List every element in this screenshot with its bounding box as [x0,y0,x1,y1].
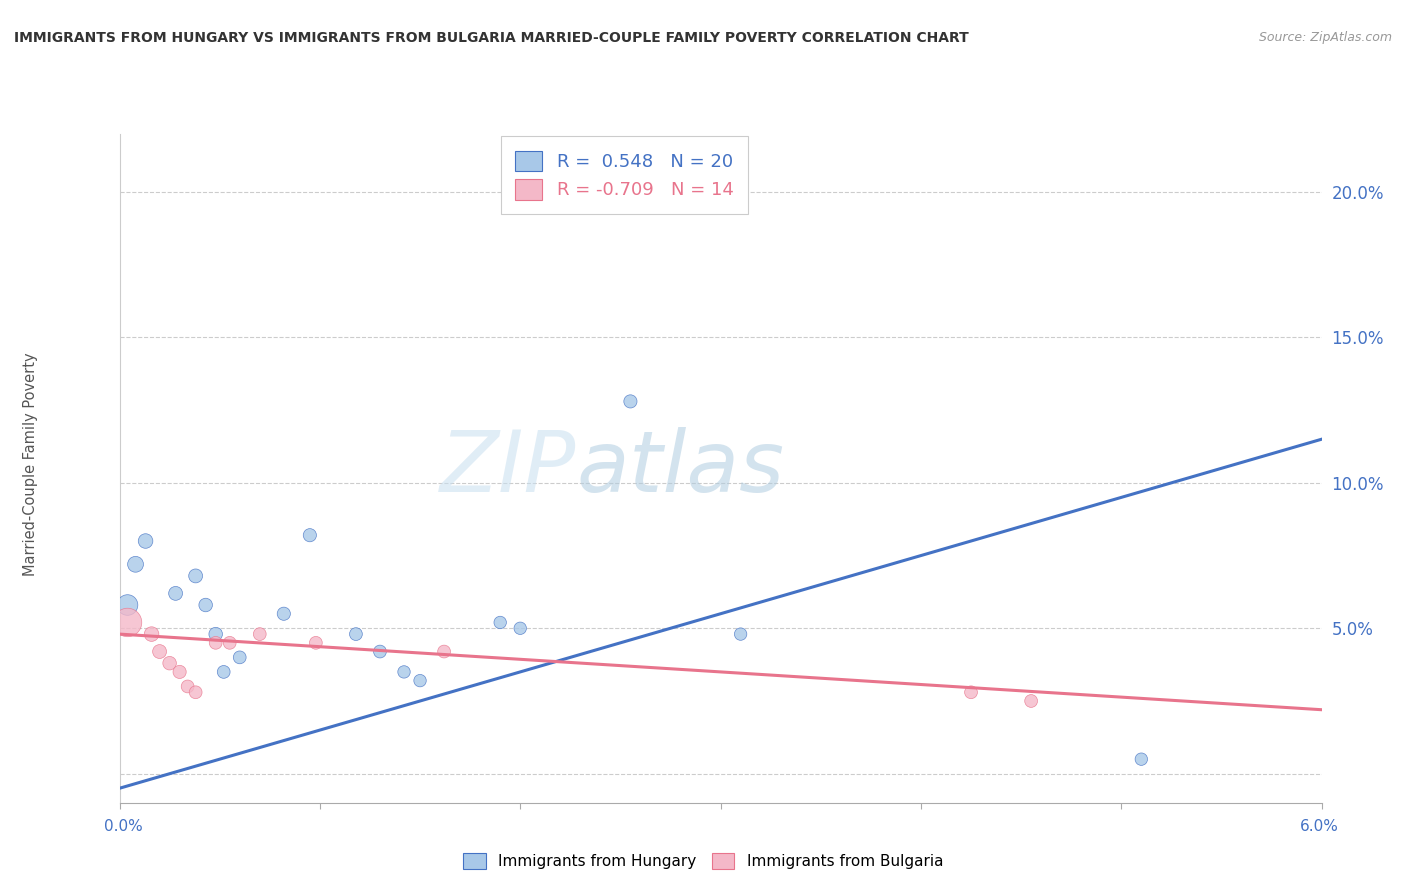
Point [141,627,163,641]
Legend: R =  0.548   N = 20, R = -0.709   N = 14: R = 0.548 N = 20, R = -0.709 N = 14 [501,136,748,214]
Point [184,569,207,583]
Text: IMMIGRANTS FROM HUNGARY VS IMMIGRANTS FROM BULGARIA MARRIED-COUPLE FAMILY POVERT: IMMIGRANTS FROM HUNGARY VS IMMIGRANTS FR… [14,31,969,45]
Point [619,394,641,409]
Point [960,685,983,699]
Point [1019,694,1042,708]
Point [433,644,456,658]
Point [489,615,512,630]
Point [204,627,226,641]
Text: 6.0%: 6.0% [1299,820,1339,834]
Point [344,627,367,641]
Point [730,627,752,641]
Legend: Immigrants from Hungary, Immigrants from Bulgaria: Immigrants from Hungary, Immigrants from… [457,847,949,875]
Point [249,627,271,641]
Point [228,650,250,665]
Point [273,607,295,621]
Point [194,598,217,612]
Point [392,665,415,679]
Text: atlas: atlas [576,426,785,510]
Point [184,685,207,699]
Text: ZIP: ZIP [440,426,576,510]
Point [298,528,321,542]
Text: 0.0%: 0.0% [104,820,143,834]
Point [218,636,240,650]
Point [204,636,226,650]
Point [509,621,531,635]
Point [124,558,146,572]
Point [212,665,235,679]
Point [409,673,432,688]
Point [135,534,157,549]
Point [149,644,172,658]
Point [165,586,187,600]
Point [368,644,391,658]
Point [169,665,191,679]
Text: Source: ZipAtlas.com: Source: ZipAtlas.com [1258,31,1392,45]
Point [305,636,328,650]
Point [159,656,181,670]
Point [117,615,139,630]
Point [117,598,139,612]
Text: Married-Couple Family Poverty: Married-Couple Family Poverty [24,352,38,575]
Point [1130,752,1153,766]
Point [176,680,198,694]
